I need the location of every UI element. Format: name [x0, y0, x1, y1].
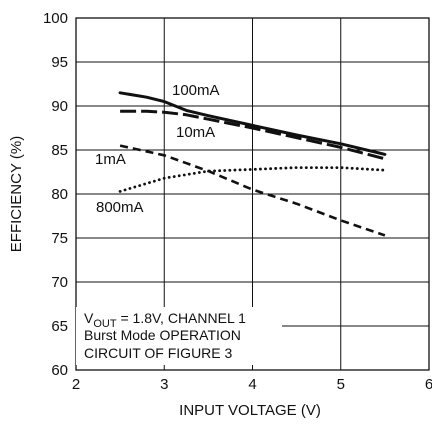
label-10ma: 10mA [176, 124, 215, 141]
series-line-1ma [119, 144, 386, 237]
x-axis-title: INPUT VOLTAGE (V) [179, 402, 321, 419]
y-tick-label: 95 [51, 54, 68, 71]
plot-frame [75, 17, 430, 371]
tick-labels: 60 65 70 75 80 85 90 95 100 2 3 4 5 6 [43, 10, 432, 393]
note-vout-v: V [84, 310, 94, 326]
note-line-3: CIRCUIT OF FIGURE 3 [84, 345, 233, 361]
series-line-800ma [118, 166, 387, 193]
y-tick-label: 75 [51, 230, 68, 247]
x-tick-label: 5 [337, 376, 345, 393]
y-tick-label: 80 [51, 186, 68, 203]
label-1ma: 1mA [95, 151, 126, 168]
note-vout-sub: OUT [93, 318, 117, 330]
x-tick-label: 4 [248, 376, 256, 393]
note-line-2: Burst Mode OPERATION [84, 327, 241, 343]
series-line-100ma [118, 91, 387, 156]
y-tick-label: 85 [51, 142, 68, 159]
note-line-1: VOUT = 1.8V, CHANNEL 1 [84, 310, 246, 330]
y-tick-label: 100 [43, 10, 68, 27]
y-tick-label: 60 [51, 362, 68, 379]
y-tick-label: 65 [51, 318, 68, 335]
series-line-10ma [120, 109, 386, 161]
x-tick-label: 3 [160, 376, 168, 393]
note-box [76, 307, 282, 365]
x-tick-label: 2 [72, 376, 80, 393]
y-axis-title: EFFICIENCY (%) [8, 136, 25, 252]
x-tick-label: 6 [425, 376, 432, 393]
series-group [118, 91, 387, 237]
note-vout-rest: = 1.8V, CHANNEL 1 [117, 310, 247, 326]
y-tick-label: 70 [51, 274, 68, 291]
label-800ma: 800mA [96, 199, 144, 216]
label-100ma: 100mA [172, 82, 220, 99]
y-tick-label: 90 [51, 98, 68, 115]
